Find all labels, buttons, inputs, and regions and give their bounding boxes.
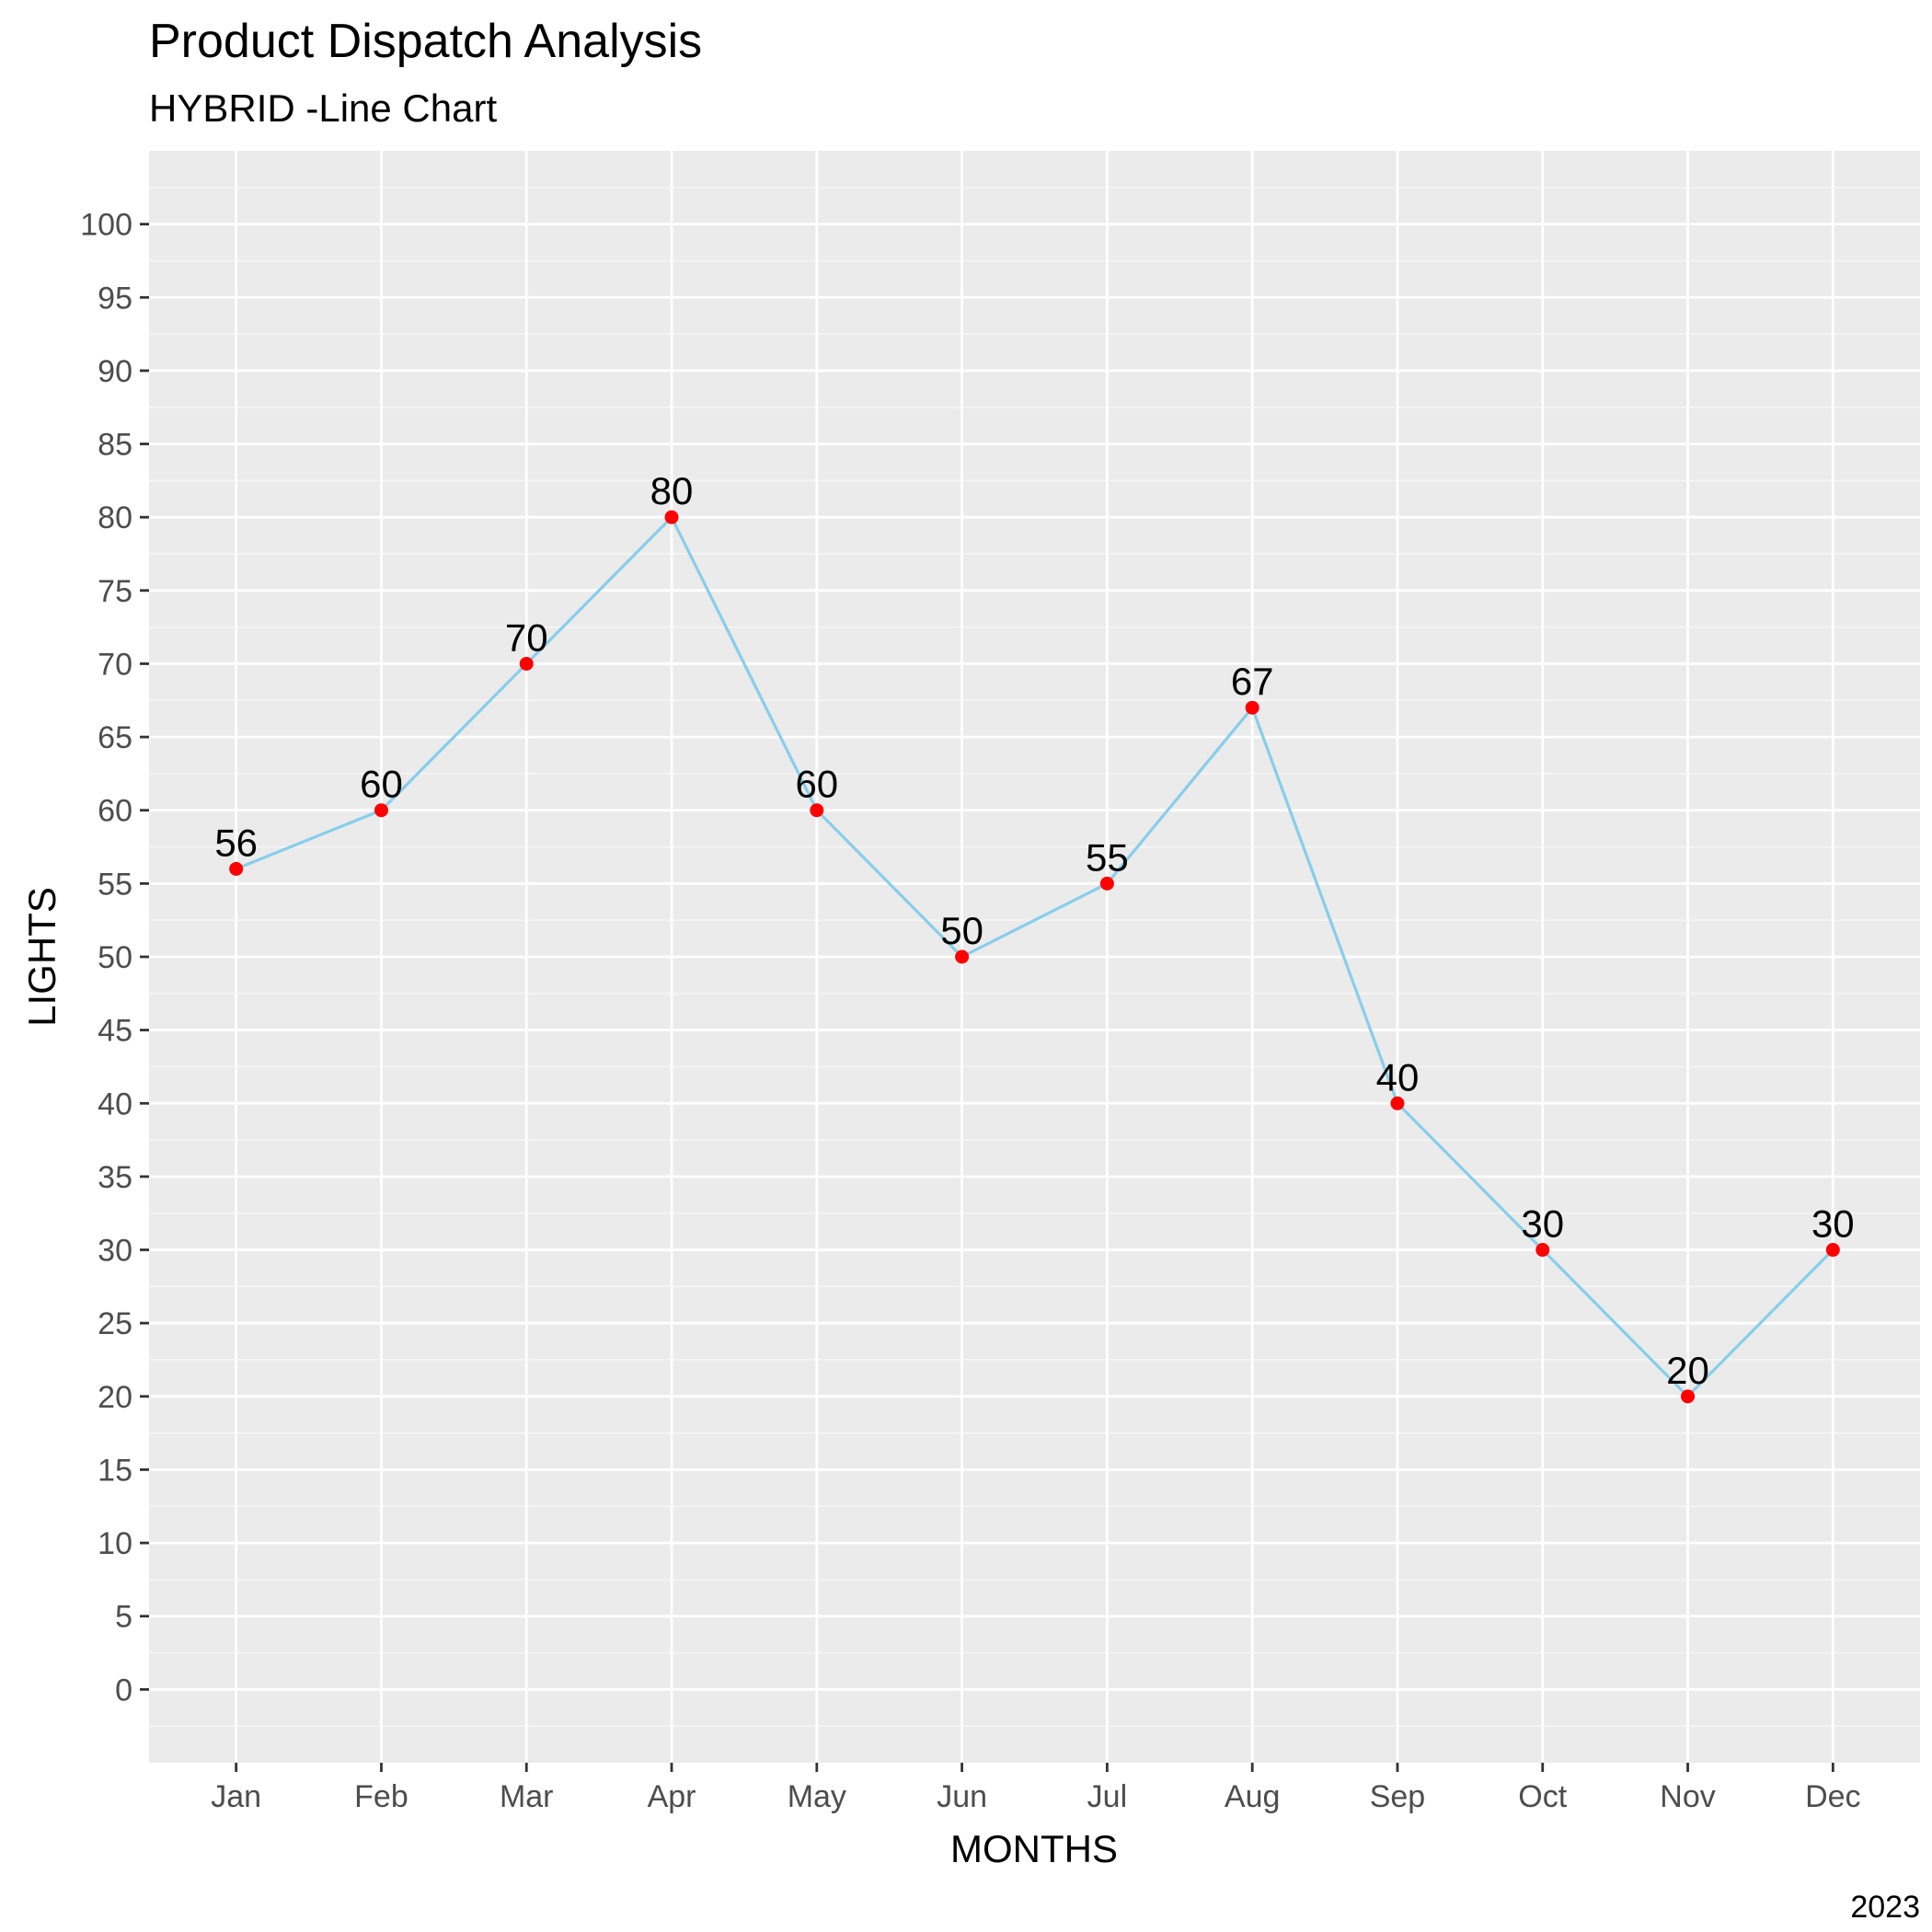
- y-axis: 0 5 10 15 20 25 30 35 40 45 50 55 60 65 70 75 80 85 90 95 10…: [80, 208, 149, 1708]
- y-tick-label: 90: [98, 354, 132, 389]
- data-label: 56: [214, 821, 258, 864]
- data-label: 40: [1376, 1055, 1420, 1098]
- data-point: [1099, 876, 1114, 891]
- y-tick-label: 85: [98, 428, 132, 463]
- data-label: 30: [1811, 1202, 1855, 1246]
- x-tick-label: Nov: [1660, 1779, 1715, 1814]
- data-point: [1535, 1243, 1550, 1258]
- data-point: [955, 949, 970, 964]
- data-label: 80: [650, 469, 694, 512]
- minor-gridlines: [149, 187, 1920, 1727]
- x-tick-label: Oct: [1518, 1779, 1567, 1814]
- y-tick-label: 65: [98, 720, 132, 755]
- y-tick-label: 55: [98, 867, 132, 902]
- chart-caption: 2023: [1850, 1890, 1920, 1925]
- y-tick-label: 60: [98, 794, 132, 829]
- y-tick-label: 100: [80, 208, 132, 243]
- x-tick-label: Jan: [211, 1779, 261, 1814]
- y-tick-label: 0: [115, 1673, 132, 1708]
- y-tick-label: 10: [98, 1526, 132, 1561]
- data-labels: 56 60 70 80 60 50 55 67 40 30 20 30: [214, 469, 1854, 1392]
- data-point: [519, 656, 534, 671]
- y-tick-label: 25: [98, 1306, 132, 1341]
- y-tick-label: 80: [98, 500, 132, 535]
- data-point: [1390, 1096, 1405, 1110]
- y-tick-label: 70: [98, 647, 132, 682]
- data-label: 60: [360, 763, 403, 806]
- data-points: [229, 510, 1840, 1404]
- chart-subtitle: HYBRID -Line Chart: [149, 86, 497, 130]
- data-point: [664, 510, 679, 524]
- data-point: [229, 861, 244, 876]
- data-label: 67: [1231, 660, 1274, 703]
- data-point: [810, 803, 824, 818]
- data-label: 70: [505, 615, 548, 659]
- series-line: [236, 515, 1834, 1398]
- data-label: 30: [1521, 1202, 1564, 1246]
- x-tick-label: Jul: [1087, 1779, 1127, 1814]
- x-tick-label: Dec: [1805, 1779, 1860, 1814]
- y-tick-label: 35: [98, 1160, 132, 1195]
- x-tick-label: Aug: [1225, 1779, 1281, 1814]
- y-tick-label: 20: [98, 1380, 132, 1415]
- x-tick-label: Jun: [937, 1779, 987, 1814]
- data-point: [1681, 1389, 1696, 1404]
- y-tick-label: 40: [98, 1087, 132, 1121]
- x-tick-label: Sep: [1370, 1779, 1426, 1814]
- y-tick-label: 15: [98, 1453, 132, 1488]
- y-tick-label: 30: [98, 1234, 132, 1269]
- major-gridlines: [149, 151, 1920, 1763]
- x-tick-label: May: [788, 1779, 846, 1814]
- data-point: [1245, 700, 1259, 715]
- data-label: 55: [1086, 835, 1129, 879]
- data-label: 50: [940, 909, 983, 952]
- data-point: [1825, 1243, 1840, 1258]
- x-axis-title: MONTHS: [950, 1827, 1118, 1870]
- y-tick-label: 75: [98, 574, 132, 609]
- x-tick-label: Mar: [500, 1779, 554, 1814]
- y-axis-title: LIGHTS: [20, 887, 63, 1027]
- chart-title: Product Dispatch Analysis: [149, 15, 702, 68]
- x-axis: Jan Feb Mar Apr May Jun Jul Aug Sep Oct Nov Dec: [211, 1763, 1861, 1814]
- series-lights: [236, 515, 1834, 1398]
- data-label: 20: [1666, 1349, 1709, 1392]
- y-tick-label: 95: [98, 281, 132, 316]
- y-tick-label: 45: [98, 1014, 132, 1049]
- data-point: [374, 803, 388, 818]
- x-tick-label: Apr: [648, 1779, 696, 1814]
- data-label: 60: [795, 763, 838, 806]
- y-tick-label: 50: [98, 940, 132, 975]
- x-tick-label: Feb: [354, 1779, 408, 1814]
- y-tick-label: 5: [115, 1600, 132, 1635]
